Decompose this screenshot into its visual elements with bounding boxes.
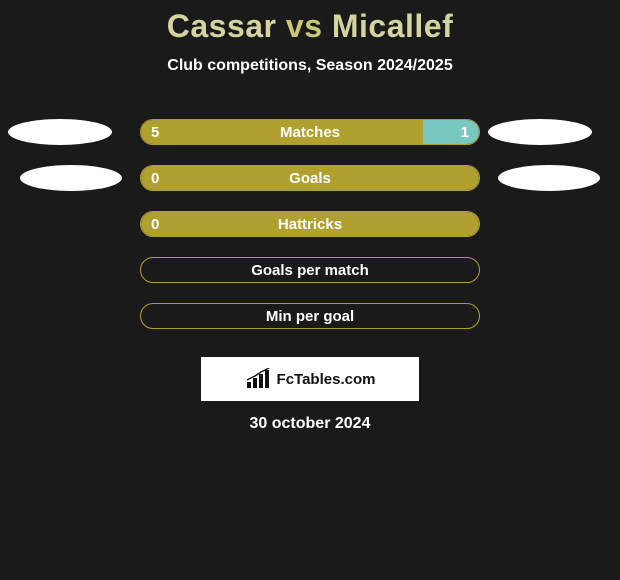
ellipse-right-1 xyxy=(498,165,600,191)
logo-inner: FcTables.com xyxy=(245,368,376,390)
stat-row-hattricks: 0 Hattricks xyxy=(0,209,620,239)
vs-text: vs xyxy=(286,8,323,44)
logo-text: FcTables.com xyxy=(277,371,376,388)
left-value: 5 xyxy=(151,124,159,141)
ellipse-left-1 xyxy=(20,165,122,191)
ellipse-right-0 xyxy=(488,119,592,145)
chart-icon xyxy=(245,368,273,390)
right-value: 1 xyxy=(461,124,469,141)
bar-track: Goals per match xyxy=(140,257,480,283)
player2-name: Micallef xyxy=(332,8,453,44)
left-value: 0 xyxy=(151,170,159,187)
logo-box[interactable]: FcTables.com xyxy=(201,357,419,401)
subtitle: Club competitions, Season 2024/2025 xyxy=(167,57,452,75)
bar-track: 5 Matches 1 xyxy=(140,119,480,145)
player1-name: Cassar xyxy=(167,8,277,44)
bar-track: 0 Hattricks xyxy=(140,211,480,237)
page-title: Cassar vs Micallef xyxy=(167,8,454,45)
bar-label: Matches xyxy=(141,124,479,141)
stats-rows: 5 Matches 1 0 Goals 0 Hattricks xyxy=(0,117,620,347)
left-value: 0 xyxy=(151,216,159,233)
bar-track: 0 Goals xyxy=(140,165,480,191)
bar-label: Hattricks xyxy=(141,216,479,233)
stat-row-goals-per-match: Goals per match xyxy=(0,255,620,285)
bar-label: Min per goal xyxy=(141,308,479,325)
stat-row-goals: 0 Goals xyxy=(0,163,620,193)
infographic-container: Cassar vs Micallef Club competitions, Se… xyxy=(0,0,620,580)
ellipse-left-0 xyxy=(8,119,112,145)
bar-label: Goals per match xyxy=(141,262,479,279)
stat-row-min-per-goal: Min per goal xyxy=(0,301,620,331)
bar-label: Goals xyxy=(141,170,479,187)
bar-track: Min per goal xyxy=(140,303,480,329)
date-text: 30 october 2024 xyxy=(250,415,371,433)
stat-row-matches: 5 Matches 1 xyxy=(0,117,620,147)
